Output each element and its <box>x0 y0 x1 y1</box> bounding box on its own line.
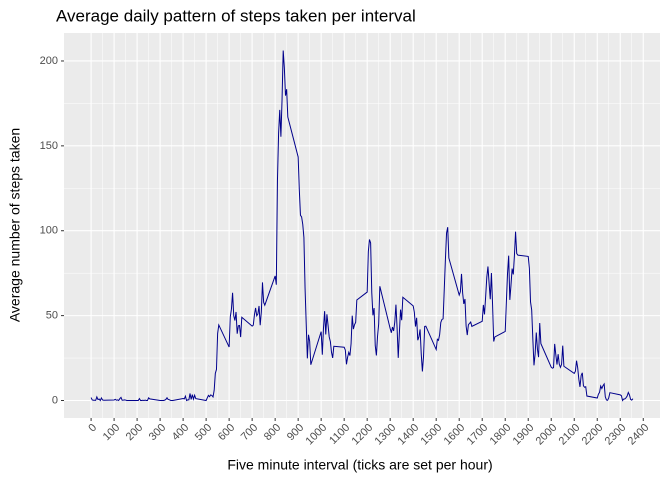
x-tick-label: 2300 <box>603 422 629 448</box>
x-tick-label: 1800 <box>488 422 514 448</box>
data-line <box>90 50 634 402</box>
x-tick-label: 2100 <box>557 422 583 448</box>
x-tick-label: 1400 <box>396 422 422 448</box>
x-tick-label: 300 <box>147 422 168 443</box>
x-tick-label: 2400 <box>626 422 652 448</box>
x-tick-label: 200 <box>124 422 145 443</box>
y-axis-title: Average number of steps taken <box>7 128 23 322</box>
x-axis-title: Five minute interval (ticks are set per … <box>227 457 492 473</box>
y-tick-label: 150 <box>40 140 58 152</box>
panel <box>64 33 660 418</box>
x-tick-label: 1100 <box>327 422 352 447</box>
y-tick-label: 0 <box>52 394 58 406</box>
y-tick-label: 100 <box>40 225 58 237</box>
x-tick-label: 400 <box>170 422 191 443</box>
y-tick-label: 50 <box>46 310 58 322</box>
x-tick-label: 1700 <box>465 422 491 448</box>
x-tick-label: 1200 <box>350 422 376 448</box>
x-tick-label: 700 <box>239 422 260 443</box>
x-tick-label: 800 <box>262 422 283 443</box>
x-tick-label: 2200 <box>580 422 606 448</box>
x-tick-label: 100 <box>101 422 122 443</box>
x-tick-label: 2000 <box>534 422 560 448</box>
x-tick-label: 600 <box>216 422 237 443</box>
x-tick-label: 1900 <box>511 422 537 448</box>
chart-title: Average daily pattern of steps taken per… <box>56 6 416 25</box>
x-tick-label: 1300 <box>373 422 399 448</box>
x-tick-label: 500 <box>193 422 214 443</box>
y-tick-label: 200 <box>40 55 58 67</box>
x-tick-label: 1600 <box>442 422 468 448</box>
x-tick-label: 0 <box>86 422 99 435</box>
x-tick-label: 1000 <box>304 422 330 448</box>
x-tick-label: 1500 <box>419 422 445 448</box>
